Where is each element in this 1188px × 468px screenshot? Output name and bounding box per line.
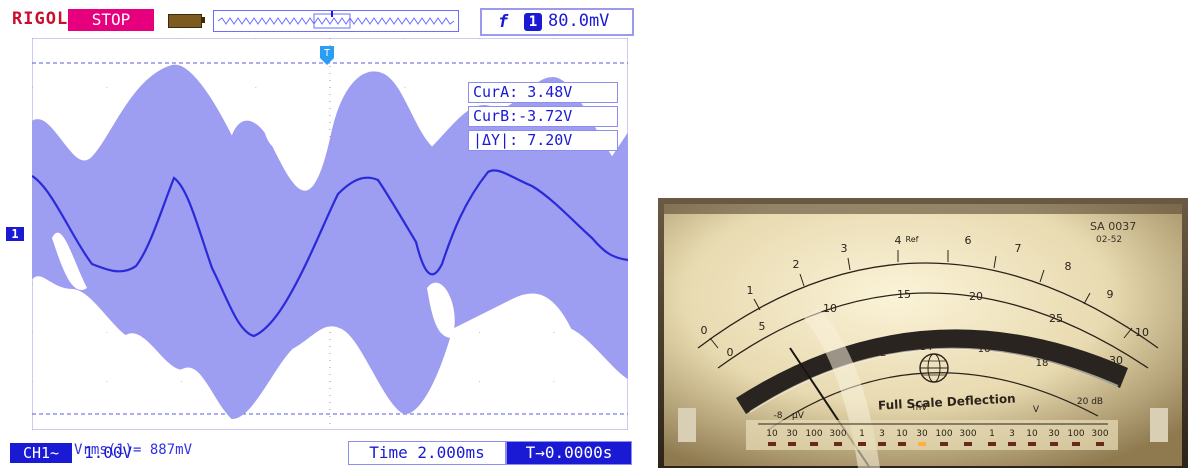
range-val-3: 300 (829, 429, 846, 439)
meter-model-label: SA 0037 (1090, 220, 1137, 233)
db-label-6: 20 dB (1077, 397, 1103, 407)
analog-meter-photo: 0 1 2 3 4 6 7 8 9 10 Ref 0 5 10 15 20 25… (658, 198, 1188, 468)
scale-mid-label-3: 15 (897, 288, 911, 301)
range-val-14: 100 (1067, 429, 1084, 439)
trigger-info-box: f 1 80.0mV (480, 8, 634, 36)
range-indicator-lamps (768, 442, 1104, 446)
range-val-15: 300 (1091, 429, 1108, 439)
scale-mid-label-4: 20 (969, 290, 983, 303)
status-bar: RIGOL STOP f 1 80.0mV (8, 6, 636, 36)
range-val-8: 100 (935, 429, 952, 439)
range-group-mv: mV (913, 403, 929, 413)
range-val-2: 100 (805, 429, 822, 439)
scale-top-label-3: 3 (841, 242, 848, 255)
scale-arc-top (697, 262, 1159, 349)
left-mount-bracket (678, 408, 696, 442)
bottom-status-bar: CH1~ 1.00V Time 2.000ms T→0.0000s (8, 441, 638, 465)
scale-arc-middle (717, 292, 1149, 369)
trigger-level: 80.0mV (548, 11, 610, 31)
range-val-0: 10 (766, 429, 778, 439)
cursor-a-readout: CurA: 3.48V (468, 82, 618, 103)
scale-mid-label-0: 0 (727, 346, 734, 359)
scale-top-label-7: 7 (1015, 242, 1022, 255)
range-val-5: 3 (879, 429, 885, 439)
range-group-uv: µV (792, 411, 805, 421)
scale-mid-label-1: 5 (759, 320, 766, 333)
trigger-edge-icon: f (498, 12, 509, 32)
trigger-channel-badge: 1 (524, 13, 542, 31)
scale-top-label-0: 0 (701, 324, 708, 337)
channel-ground-marker: 1 (6, 227, 24, 241)
cursor-b-readout: CurB:-3.72V (468, 106, 618, 127)
meter-code-label: 02-52 (1096, 235, 1123, 245)
scale-mid-label-5: 25 (1049, 312, 1063, 325)
range-val-12: 10 (1026, 429, 1038, 439)
cursor-readout-panel: CurA: 3.48V CurB:-3.72V |ΔY|: 7.20V (468, 82, 618, 154)
range-val-10: 1 (989, 429, 995, 439)
db-label-2: 12 (874, 348, 887, 359)
scale-top-label-6: 6 (965, 234, 972, 247)
memory-position-bar (213, 10, 459, 32)
range-val-7: 30 (916, 429, 928, 439)
ref-label: Ref (906, 235, 919, 244)
scale-top-label-8: 8 (1065, 260, 1072, 273)
trigger-offset-readout: T→0.0000s (506, 441, 632, 465)
channel-label: CH1~ (10, 443, 72, 463)
trigger-marker-label: T (324, 48, 330, 59)
globe-logo-icon (919, 353, 949, 383)
range-val-11: 3 (1009, 429, 1015, 439)
channel-scale: 1.00V (84, 443, 133, 462)
db-label-3: 14 (920, 342, 933, 353)
battery-icon (168, 14, 202, 28)
vrms-measurement: Vrms(1)= 887mV (74, 442, 193, 458)
scale-top-label-2: 2 (793, 258, 800, 271)
db-label-1: 10 (822, 358, 835, 369)
cursor-delta-readout: |ΔY|: 7.20V (468, 130, 618, 151)
range-val-4: 1 (859, 429, 865, 439)
db-label-4: 16 (978, 344, 991, 355)
oscilloscope-screenshot: RIGOL STOP f 1 80.0mV 1 (6, 6, 638, 465)
scale-top-label-1: 1 (747, 284, 754, 297)
scale-top-label-4: 4 (895, 234, 902, 247)
waveform-display: T CurA: 3.48V CurB:-3.72V |ΔY|: 7.20V Vr… (31, 37, 629, 458)
persistence-gaps (52, 115, 531, 379)
scale-mid-label-6: 30 (1109, 354, 1123, 367)
db-label-5: 18 (1036, 358, 1049, 369)
scale-top-label-9: 9 (1107, 288, 1114, 301)
scale-top-label-10: 10 (1135, 326, 1149, 339)
timebase-readout: Time 2.000ms (348, 441, 506, 465)
db-label-0: -8 (774, 411, 783, 421)
memory-waveform-icon (217, 11, 455, 29)
scale-ticks (709, 250, 1133, 349)
range-val-13: 30 (1048, 429, 1060, 439)
main-trace (31, 169, 629, 338)
range-val-9: 300 (959, 429, 976, 439)
meter-face: 0 1 2 3 4 6 7 8 9 10 Ref 0 5 10 15 20 25… (658, 198, 1188, 468)
range-group-v: V (1033, 405, 1040, 415)
run-state-badge: STOP (68, 9, 154, 31)
scale-mid-label-2: 10 (823, 302, 837, 315)
battery-tip-icon (201, 17, 205, 23)
right-mount-bracket (1150, 408, 1168, 442)
trigger-position-marker: T (320, 46, 334, 65)
range-val-6: 10 (896, 429, 908, 439)
range-val-1: 30 (786, 429, 798, 439)
brand-label: RIGOL (12, 9, 69, 29)
